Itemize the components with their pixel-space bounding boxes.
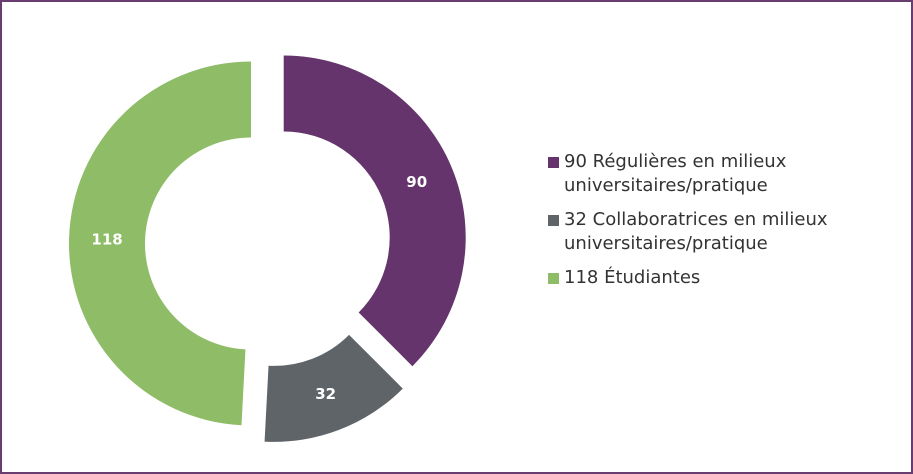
legend-item: 118 Étudiantes	[548, 266, 893, 290]
legend: 90 Régulières en milieux universitaires/…	[548, 150, 893, 300]
legend-label: 90 Régulières en milieux universitaires/…	[564, 151, 787, 196]
legend-swatch	[548, 215, 559, 226]
data-label: 118	[91, 230, 122, 248]
legend-item: 32 Collaboratrices en milieux universita…	[548, 208, 893, 256]
legend-swatch	[548, 273, 559, 284]
legend-label: 32 Collaboratrices en milieux universita…	[564, 209, 828, 254]
donut-segment	[264, 334, 403, 442]
data-label: 90	[406, 173, 427, 191]
donut-segment	[69, 61, 252, 426]
legend-item: 90 Régulières en milieux universitaires/…	[548, 150, 893, 198]
legend-swatch	[548, 157, 559, 168]
donut-segment	[283, 55, 466, 367]
legend-label: 118 Étudiantes	[564, 267, 701, 288]
data-label: 32	[315, 385, 336, 403]
